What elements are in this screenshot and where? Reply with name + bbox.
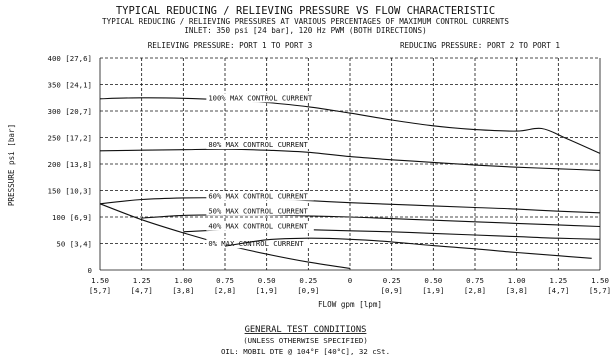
series-line-2 — [99, 197, 601, 214]
x-tick-sublabel-5: [0,9] — [297, 286, 319, 295]
x-axis-label: FLOW gpm [lpm] — [318, 300, 382, 309]
y-tick-label-3: 250 [17,2] — [48, 134, 93, 143]
series-line-0 — [99, 97, 601, 154]
series-label-bg-0 — [206, 93, 319, 103]
curves: 100% MAX CONTROL CURRENT 80% MAX CONTROL … — [99, 93, 601, 269]
x-tick-label-4: 0.50 — [258, 276, 276, 285]
y-tick-label-6: 100 [6,9] — [52, 213, 92, 222]
x-tick-sublabel-7: [0,9] — [381, 286, 403, 295]
x-tick-sublabel-1: [4,7] — [131, 286, 153, 295]
x-tick-label-12: 1.50 — [591, 276, 609, 285]
series-label-2: 60% MAX CONTROL CURRENT — [208, 191, 308, 200]
chart-title: TYPICAL REDUCING / RELIEVING PRESSURE VS… — [116, 5, 495, 17]
x-tick-label-3: 0.75 — [216, 276, 234, 285]
x-tick-sublabel-2: [3,8] — [172, 286, 194, 295]
x-tick-sublabel-8: [1,9] — [422, 286, 444, 295]
inlet-note: INLET: 350 psi [24 bar], 120 Hz PWM (BOT… — [184, 26, 426, 35]
series-label-5: 0% MAX CONTROL CURRENT — [208, 239, 304, 248]
x-tick-sublabel-9: [2,8] — [464, 286, 486, 295]
x-tick-label-5: 0.25 — [299, 276, 317, 285]
y-tick-label-5: 150 [10,3] — [48, 187, 93, 196]
series-label-bg-2 — [206, 191, 314, 201]
y-tick-label-2: 300 [20,7] — [48, 107, 93, 116]
x-tick-sublabel-10: [3,8] — [506, 286, 528, 295]
x-tick-label-0: 1.50 — [91, 276, 109, 285]
y-axis-label: PRESSURE psi [bar] — [7, 124, 16, 206]
footer-line-2: OIL: MOBIL DTE @ 104°F [40°C], 32 cSt. — [221, 347, 390, 356]
tick-labels: 400 [27,6] 350 [24,1] 300 [20,7] 250 [17,2]… — [48, 54, 611, 295]
y-tick-label-7: 50 [3,4] — [56, 240, 92, 249]
right-region-label: REDUCING PRESSURE: PORT 2 TO PORT 1 — [400, 41, 560, 50]
y-tick-label-8: 0 — [88, 266, 92, 275]
y-tick-label-1: 350 [24,1] — [48, 81, 93, 90]
x-tick-sublabel-12: [5,7] — [589, 286, 611, 295]
series-line-6 — [224, 237, 592, 259]
series-label-0: 100% MAX CONTROL CURRENT — [208, 93, 313, 102]
x-tick-label-11: 1.25 — [549, 276, 567, 285]
x-tick-sublabel-0: [5,7] — [89, 286, 111, 295]
series-label-bg-5 — [206, 239, 310, 249]
grid — [99, 57, 601, 271]
y-tick-label-4: 200 [13,8] — [48, 160, 93, 169]
series-label-bg-4 — [206, 221, 314, 231]
x-tick-label-1: 1.25 — [133, 276, 151, 285]
series-label-4: 40% MAX CONTROL CURRENT — [208, 222, 308, 231]
x-tick-label-10: 1.00 — [508, 276, 526, 285]
series-line-1 — [99, 148, 601, 171]
x-tick-label-6: 0 — [348, 276, 352, 285]
x-tick-label-2: 1.00 — [174, 276, 192, 285]
footer-line-1: (UNLESS OTHERWISE SPECIFIED) — [243, 336, 368, 345]
y-tick-label-0: 400 [27,6] — [48, 54, 93, 63]
x-tick-label-9: 0.75 — [466, 276, 484, 285]
series-label-bg-3 — [206, 206, 314, 216]
series-label-3: 50% MAX CONTROL CURRENT — [208, 206, 308, 215]
left-region-label: RELIEVING PRESSURE: PORT 1 TO PORT 3 — [148, 41, 313, 50]
chart-subtitle: TYPICAL REDUCING / RELIEVING PRESSURES A… — [102, 17, 509, 26]
footer-title: GENERAL TEST CONDITIONS — [245, 325, 367, 335]
series-label-1: 80% MAX CONTROL CURRENT — [208, 140, 308, 149]
x-tick-sublabel-4: [1,9] — [256, 286, 278, 295]
x-tick-sublabel-11: [4,7] — [547, 286, 569, 295]
x-tick-label-8: 0.50 — [424, 276, 442, 285]
x-tick-sublabel-3: [2,8] — [214, 286, 236, 295]
series-label-bg-1 — [206, 140, 314, 150]
x-tick-label-7: 0.25 — [383, 276, 401, 285]
